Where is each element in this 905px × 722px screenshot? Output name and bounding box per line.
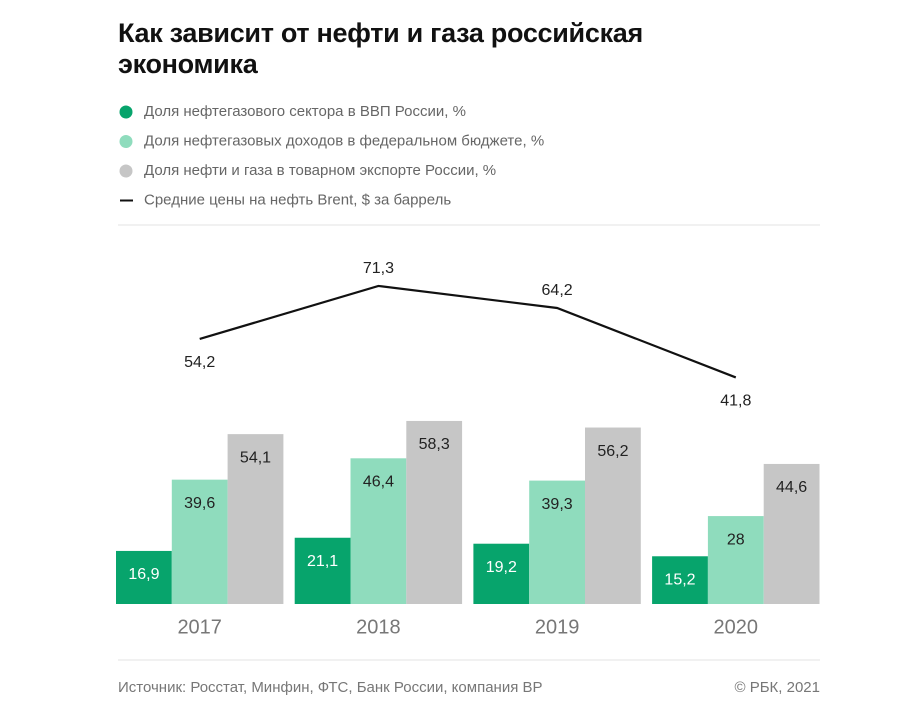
bar — [406, 420, 463, 604]
bar — [585, 427, 641, 604]
data-label: 58,3 — [419, 436, 450, 453]
line-label: 71,3 — [363, 260, 394, 277]
bar — [707, 516, 764, 604]
data-label: 46,4 — [363, 474, 394, 491]
line — [199, 284, 737, 379]
bar — [294, 537, 351, 604]
x-tick-label: 2019 — [535, 616, 580, 638]
data-label: 44,6 — [776, 479, 807, 496]
data-label: 15,2 — [664, 571, 695, 588]
legend-swatch — [119, 164, 133, 178]
bar — [529, 480, 585, 604]
data-label: 56,2 — [597, 443, 628, 460]
source: Источник: Росстат, Минфин, ФТС, Банк Рос… — [118, 679, 543, 696]
credit: © РБК, 2021 — [734, 679, 820, 696]
legend-label: Доля нефти и газа в товарном экспорте Ро… — [144, 162, 496, 179]
bar — [763, 463, 820, 604]
line-label: 64,2 — [542, 282, 573, 299]
bar — [171, 479, 228, 604]
data-label: 16,9 — [128, 566, 159, 583]
x-tick-label: 2020 — [714, 616, 759, 638]
x-tick-label: 2018 — [356, 616, 401, 638]
data-label: 21,1 — [307, 553, 338, 570]
data-label: 28 — [727, 531, 745, 548]
bar — [116, 550, 172, 604]
data-label: 54,1 — [240, 449, 271, 466]
bar — [227, 434, 284, 604]
x-tick-label: 2017 — [177, 616, 222, 638]
legend-swatch — [119, 135, 133, 148]
legend-label: Доля нефтегазового сектора в ВВП России,… — [144, 103, 466, 120]
bar — [473, 543, 530, 604]
chart-title: Как зависит от нефти и газа российская э… — [118, 18, 643, 79]
legend-label: Доля нефтегазовых доходов в федеральном … — [144, 132, 544, 149]
data-label: 39,6 — [184, 495, 215, 512]
bar — [652, 556, 708, 604]
bar — [350, 458, 407, 604]
data-label: 19,2 — [486, 559, 517, 576]
line-label: 54,2 — [184, 354, 215, 371]
data-label: 39,3 — [542, 496, 573, 513]
line-label: 41,8 — [720, 393, 751, 410]
legend-swatch — [119, 105, 133, 119]
legend-label: Средние цены на нефть Brent, $ за баррел… — [144, 191, 451, 208]
